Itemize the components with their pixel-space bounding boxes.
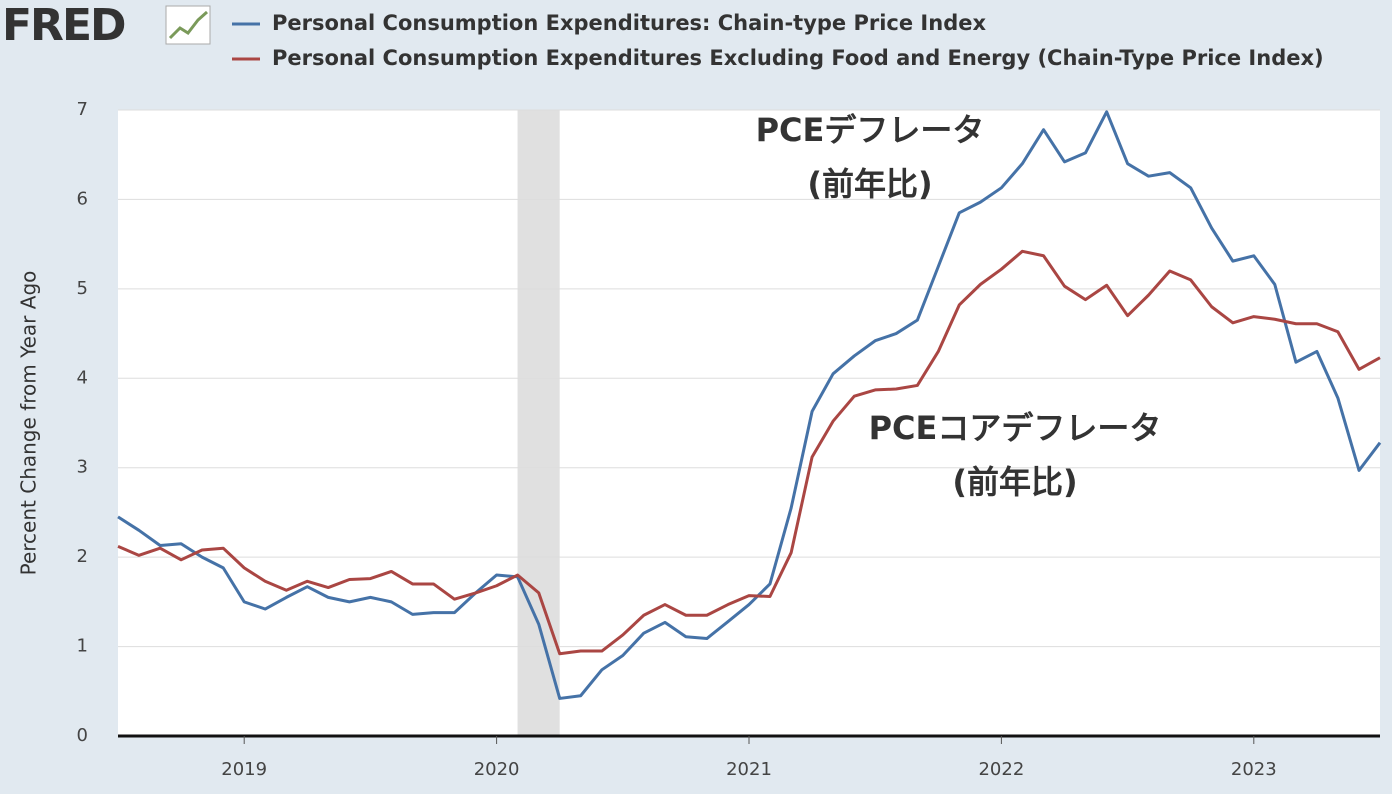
- x-tick-label: 2023: [1231, 759, 1277, 780]
- plot-area: [118, 110, 1380, 736]
- y-tick-label: 4: [77, 367, 88, 388]
- logo-icon: [165, 5, 211, 45]
- y-tick-label: 1: [77, 636, 88, 657]
- legend-label: Personal Consumption Expenditures Exclud…: [272, 46, 1324, 70]
- recession-shading: [517, 110, 560, 736]
- annotation: PCEコアデフレータ: [869, 409, 1162, 447]
- x-tick-label: 2022: [978, 759, 1024, 780]
- annotation: (前年比): [807, 165, 932, 203]
- y-tick-label: 2: [77, 546, 88, 567]
- x-tick-label: 2020: [474, 759, 520, 780]
- x-tick-label: 2021: [726, 759, 772, 780]
- y-tick-label: 3: [77, 457, 88, 478]
- x-tick-label: 2019: [221, 759, 267, 780]
- brand-logo: FRED: [2, 0, 125, 51]
- y-tick-label: 0: [77, 725, 88, 746]
- annotation: PCEデフレータ: [756, 111, 985, 149]
- y-tick-label: 6: [77, 188, 88, 209]
- annotation: (前年比): [952, 463, 1077, 501]
- y-axis-label: Percent Change from Year Ago: [17, 271, 41, 576]
- legend-label: Personal Consumption Expenditures: Chain…: [272, 11, 986, 35]
- y-tick-label: 7: [77, 99, 88, 120]
- y-tick-label: 5: [77, 278, 88, 299]
- line-series: [117, 110, 1382, 700]
- line-series: [117, 249, 1381, 656]
